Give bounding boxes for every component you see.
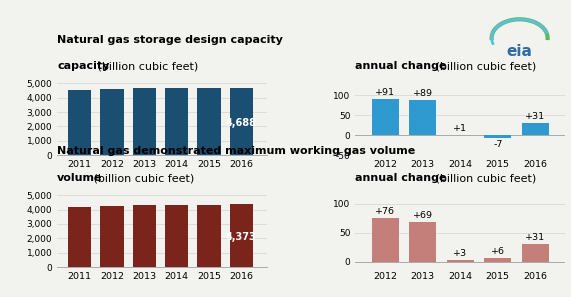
Bar: [409, 99, 436, 135]
Bar: [230, 88, 253, 155]
Text: +1: +1: [453, 124, 467, 133]
Text: Natural gas storage design capacity: Natural gas storage design capacity: [57, 34, 283, 45]
Text: +31: +31: [525, 112, 545, 121]
Bar: [372, 218, 399, 262]
Bar: [484, 135, 511, 138]
Text: +6: +6: [491, 247, 505, 256]
Bar: [447, 260, 474, 262]
Bar: [522, 123, 549, 135]
Bar: [132, 206, 156, 267]
Bar: [165, 88, 188, 155]
Bar: [230, 204, 253, 267]
Bar: [409, 222, 436, 262]
Bar: [198, 88, 220, 155]
Bar: [100, 206, 124, 267]
Text: capacity: capacity: [57, 61, 110, 71]
Bar: [165, 205, 188, 267]
Bar: [198, 205, 220, 267]
Text: +91: +91: [375, 88, 395, 97]
Text: annual change: annual change: [355, 61, 447, 71]
Text: (billion cubic feet): (billion cubic feet): [90, 173, 195, 183]
Text: (billion cubic feet): (billion cubic feet): [94, 61, 199, 71]
Bar: [484, 258, 511, 262]
Text: 4,688: 4,688: [226, 118, 257, 128]
Text: volume: volume: [57, 173, 103, 183]
Text: (billion cubic feet): (billion cubic feet): [432, 173, 537, 183]
Bar: [68, 90, 91, 155]
Text: -7: -7: [493, 140, 502, 149]
Text: 4,373: 4,373: [226, 232, 256, 242]
Bar: [132, 88, 156, 155]
Text: annual change: annual change: [355, 173, 447, 183]
Text: (billion cubic feet): (billion cubic feet): [432, 61, 537, 71]
Bar: [522, 244, 549, 262]
Bar: [68, 208, 91, 267]
Text: +69: +69: [413, 211, 433, 220]
Text: +3: +3: [453, 249, 467, 258]
Text: eia: eia: [506, 44, 533, 59]
Text: Natural gas demonstrated maximum working gas volume: Natural gas demonstrated maximum working…: [57, 146, 415, 157]
Bar: [372, 99, 399, 135]
Text: +89: +89: [413, 89, 433, 98]
Bar: [100, 89, 124, 155]
Text: +31: +31: [525, 233, 545, 242]
Text: +76: +76: [375, 207, 395, 216]
